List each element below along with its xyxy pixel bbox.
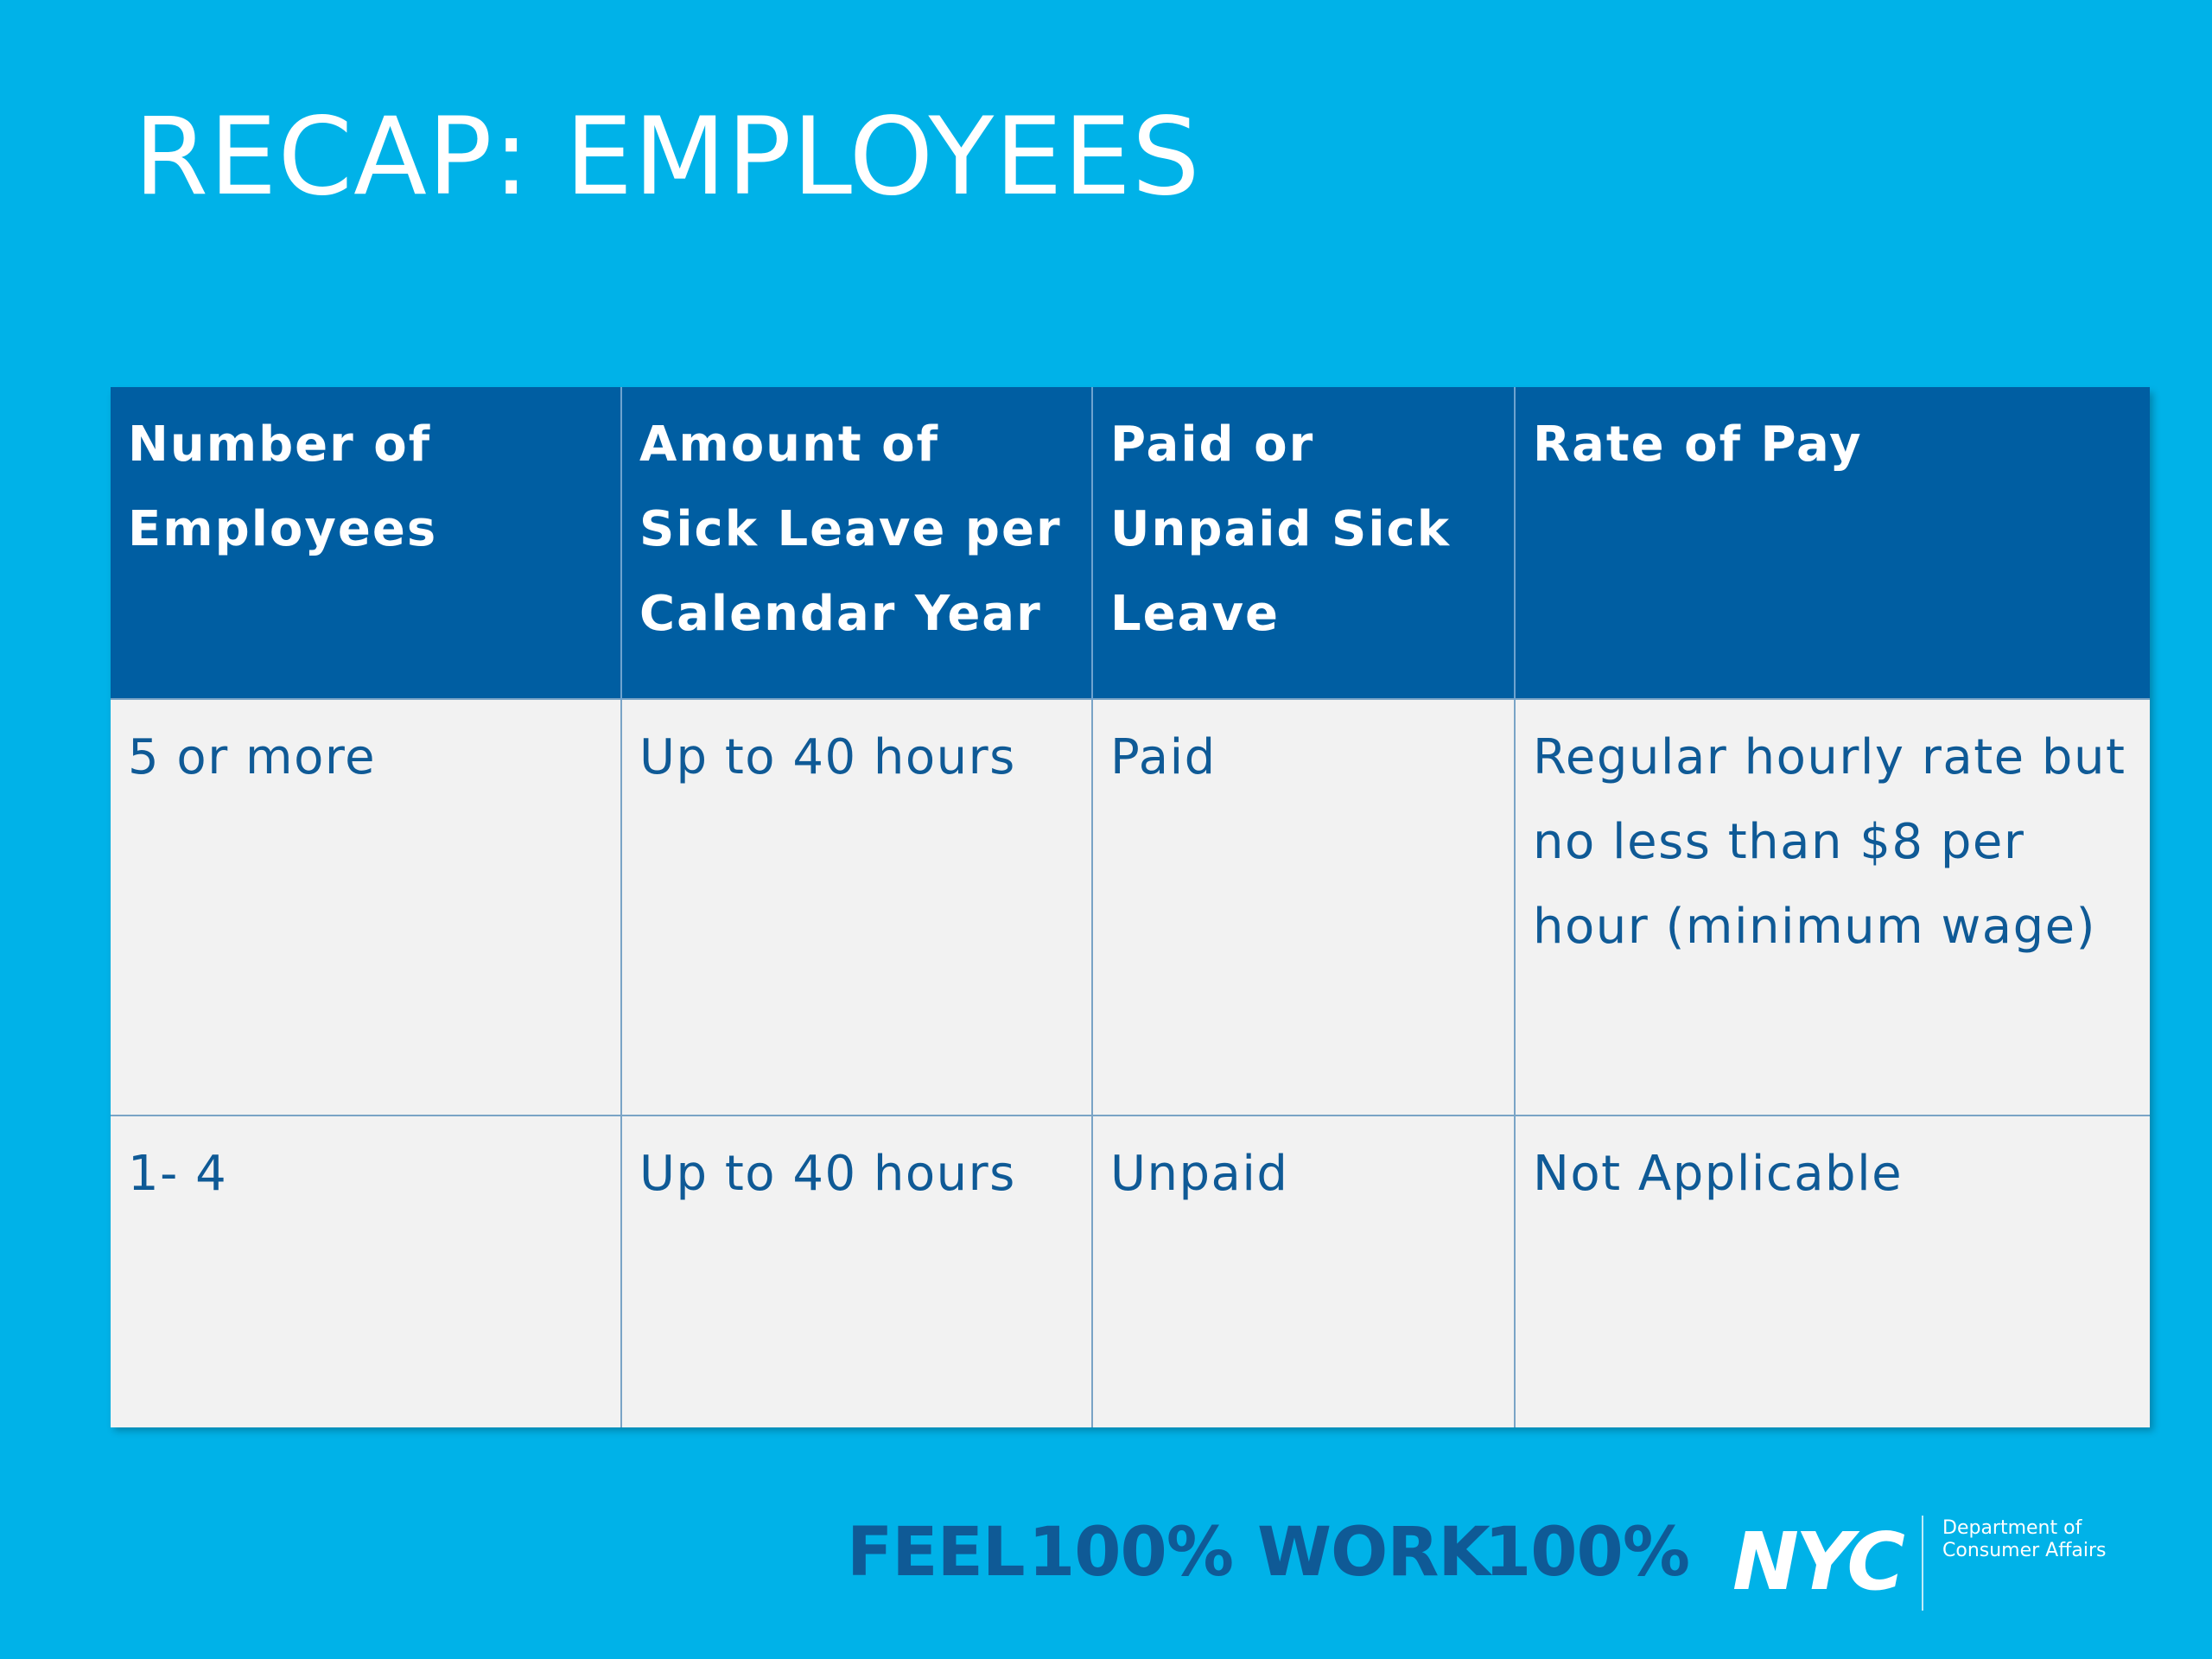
header-amount-of-sick-leave: Amount of Sick Leave per Calendar Year (620, 387, 1092, 699)
nyc-logo: NYC (1732, 1516, 1905, 1608)
table-cell: Up to 40 hours (620, 1115, 1092, 1427)
table-cell: Up to 40 hours (620, 698, 1092, 1116)
feel-100-logo: 100% (1028, 1514, 1234, 1592)
footer-branding: FEEL 100% WORK 100% NYC Department of Co… (847, 1497, 2160, 1626)
work-100-logo: 100% (1484, 1514, 1690, 1592)
slide-title: RECAP: EMPLOYEES (134, 95, 1201, 219)
table-cell: 5 or more (111, 698, 621, 1116)
footer-divider (1922, 1516, 1923, 1611)
recap-table: Number of Employees Amount of Sick Leave… (111, 387, 2150, 1427)
table-cell: Not Applicable (1514, 1115, 2150, 1427)
department-name: Department of Consumer Affairs (1942, 1517, 2106, 1562)
table-header-row: Number of Employees Amount of Sick Leave… (111, 387, 2150, 699)
table-cell: Regular hourly rate but no less than $8 … (1514, 698, 2150, 1116)
table-row: 1- 4 Up to 40 hours Unpaid Not Applicabl… (111, 1115, 2150, 1427)
table-cell: Unpaid (1091, 1115, 1515, 1427)
feel-word: FEEL (847, 1514, 1026, 1592)
recap-table-grid: Number of Employees Amount of Sick Leave… (111, 387, 2150, 1427)
table-cell: 1- 4 (111, 1115, 621, 1427)
table-row: 5 or more Up to 40 hours Paid Regular ho… (111, 698, 2150, 1116)
header-paid-or-unpaid: Paid or Unpaid Sick Leave (1091, 387, 1515, 699)
work-word: WORK (1257, 1514, 1491, 1592)
header-number-of-employees: Number of Employees (111, 387, 621, 699)
table-cell: Paid (1091, 698, 1515, 1116)
department-line-2: Consumer Affairs (1942, 1540, 2107, 1561)
header-rate-of-pay: Rate of Pay (1514, 387, 2150, 699)
department-line-1: Department of (1942, 1517, 2082, 1539)
